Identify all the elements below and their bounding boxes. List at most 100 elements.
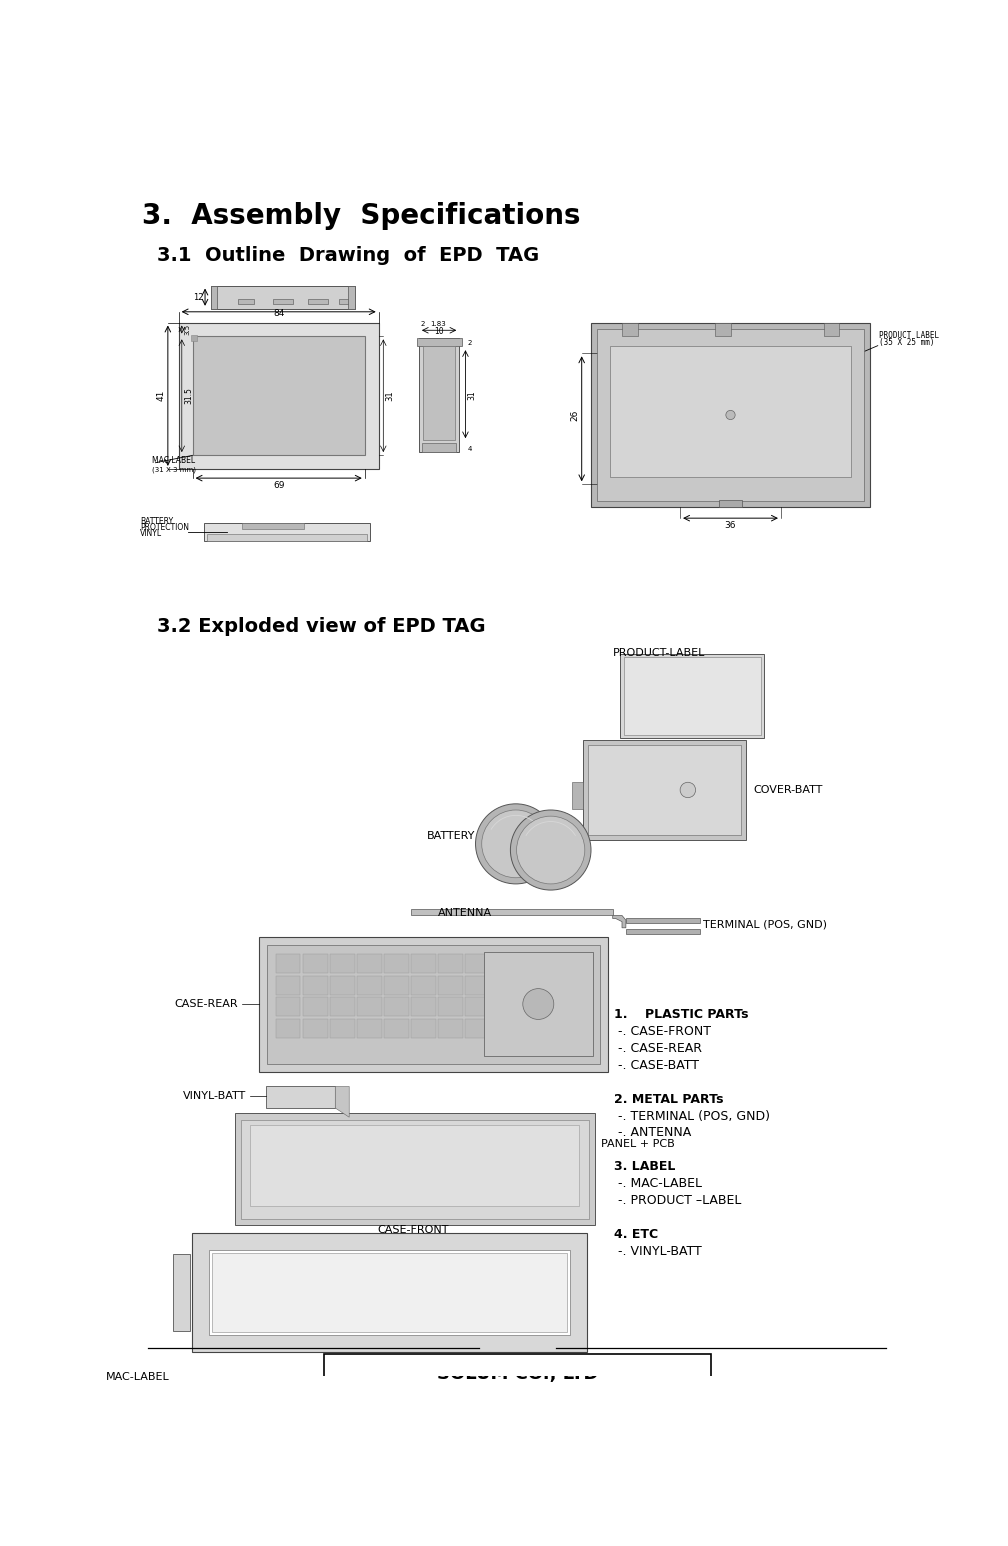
Bar <box>591 323 870 507</box>
Bar <box>621 654 764 739</box>
Text: PANEL + PCB: PANEL + PCB <box>601 1139 674 1149</box>
Bar <box>422 346 456 439</box>
Bar <box>267 945 601 1064</box>
Bar <box>546 1019 572 1037</box>
Text: 26: 26 <box>571 410 580 421</box>
Bar <box>238 300 254 305</box>
Bar <box>235 1113 595 1224</box>
Text: PRODUCT-LABEL: PRODUCT-LABEL <box>613 648 705 657</box>
Bar <box>193 337 365 455</box>
Bar <box>438 976 463 994</box>
Bar <box>302 976 328 994</box>
Text: COVER-BATT: COVER-BATT <box>754 785 824 795</box>
Text: 31: 31 <box>386 391 394 400</box>
Text: -. MAC-LABEL: -. MAC-LABEL <box>614 1178 703 1190</box>
Bar <box>493 954 517 974</box>
Bar <box>422 442 457 451</box>
Bar <box>520 954 544 974</box>
Bar <box>584 741 746 839</box>
Bar <box>241 1119 589 1218</box>
Bar <box>308 300 328 305</box>
Text: 4. ETC: 4. ETC <box>614 1228 658 1241</box>
Bar <box>546 997 572 1016</box>
Bar <box>242 523 304 529</box>
Text: 2: 2 <box>468 340 472 346</box>
Text: -. CASE-REAR: -. CASE-REAR <box>614 1042 703 1054</box>
Text: PROTECTION: PROTECTION <box>140 523 188 532</box>
Bar <box>207 533 367 541</box>
Text: (31 X 3 mm): (31 X 3 mm) <box>151 467 196 473</box>
Circle shape <box>516 816 585 884</box>
Bar <box>438 997 463 1016</box>
Text: 36: 36 <box>725 521 736 530</box>
Text: -. CASE-BATT: -. CASE-BATT <box>614 1059 700 1071</box>
Bar <box>411 997 436 1016</box>
Bar <box>173 1254 191 1331</box>
Text: 12: 12 <box>193 292 204 301</box>
Bar <box>302 997 328 1016</box>
Bar <box>265 1087 336 1108</box>
Bar <box>416 339 462 346</box>
Bar <box>339 300 355 305</box>
Text: -. VINYL-BATT: -. VINYL-BATT <box>614 1245 702 1258</box>
Bar <box>204 523 370 541</box>
Bar <box>611 346 851 476</box>
Bar <box>411 1019 436 1037</box>
Bar <box>330 954 355 974</box>
Text: 3.  Assembly  Specifications: 3. Assembly Specifications <box>141 203 580 230</box>
Bar <box>520 976 544 994</box>
Bar <box>572 782 584 809</box>
Bar <box>438 1019 463 1037</box>
Bar <box>212 286 355 309</box>
Circle shape <box>726 410 735 419</box>
Text: TERMINAL (POS, GND): TERMINAL (POS, GND) <box>704 920 828 929</box>
Bar <box>192 335 198 342</box>
Bar <box>626 918 700 923</box>
Bar <box>466 1019 490 1037</box>
Text: 3.5: 3.5 <box>184 325 191 335</box>
Bar <box>357 997 382 1016</box>
Text: -. CASE-FRONT: -. CASE-FRONT <box>614 1025 712 1037</box>
Text: 31: 31 <box>468 390 477 400</box>
Bar <box>520 997 544 1016</box>
Bar <box>824 323 839 337</box>
Bar <box>357 976 382 994</box>
Bar <box>273 300 292 305</box>
Bar <box>384 954 409 974</box>
Bar <box>493 1019 517 1037</box>
Bar <box>357 1019 382 1037</box>
Bar <box>546 954 572 974</box>
Bar <box>212 1252 566 1333</box>
Bar <box>493 976 517 994</box>
Text: SOLUM CO., LTD: SOLUM CO., LTD <box>436 1365 598 1382</box>
Bar <box>250 1125 580 1206</box>
Text: 69: 69 <box>273 481 284 490</box>
Bar <box>302 1019 328 1037</box>
Text: PRODUCT LABEL: PRODUCT LABEL <box>879 331 939 340</box>
Bar <box>275 997 300 1016</box>
Bar <box>411 909 613 915</box>
Text: MAC LABEL: MAC LABEL <box>151 456 195 465</box>
Bar <box>520 1019 544 1037</box>
Bar <box>178 323 379 468</box>
Text: 3. LABEL: 3. LABEL <box>614 1161 675 1173</box>
Text: 3.1  Outline  Drawing  of  EPD  TAG: 3.1 Outline Drawing of EPD TAG <box>157 246 539 264</box>
Text: -. TERMINAL (POS, GND): -. TERMINAL (POS, GND) <box>614 1110 770 1122</box>
Bar <box>209 1249 571 1336</box>
Bar <box>330 997 355 1016</box>
Bar <box>715 323 731 337</box>
Bar <box>719 499 742 507</box>
Bar <box>330 1019 355 1037</box>
Text: BATTERY: BATTERY <box>140 516 173 526</box>
Bar <box>493 997 517 1016</box>
Text: 1.    PLASTIC PARTs: 1. PLASTIC PARTs <box>614 1008 749 1020</box>
Bar <box>324 1354 711 1393</box>
Text: VINYL-BATT: VINYL-BATT <box>182 1090 246 1101</box>
Polygon shape <box>336 1087 349 1118</box>
Text: 2: 2 <box>420 322 425 328</box>
Bar <box>357 954 382 974</box>
Bar <box>275 954 300 974</box>
Bar <box>275 1019 300 1037</box>
Bar <box>384 997 409 1016</box>
Bar <box>212 286 218 309</box>
